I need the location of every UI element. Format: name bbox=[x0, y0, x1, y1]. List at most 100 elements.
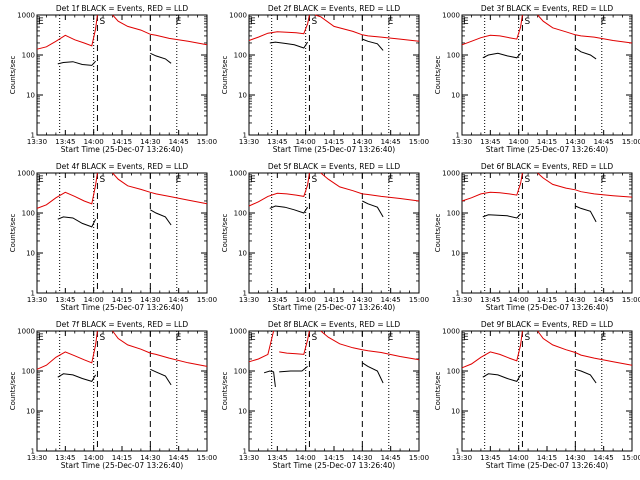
x-tick-label: 14:00 bbox=[509, 138, 529, 146]
lld-series-line bbox=[36, 172, 98, 209]
y-tick-label: 1000 bbox=[442, 170, 460, 178]
y-tick-label: 100 bbox=[447, 52, 460, 60]
y-tick-label: 10 bbox=[451, 92, 460, 100]
x-tick-label: 13:30 bbox=[452, 296, 472, 304]
start-marker-label: S bbox=[524, 175, 530, 185]
y-tick-label: 1 bbox=[243, 290, 247, 298]
x-tick-label: 14:30 bbox=[140, 296, 160, 304]
lld-series-line bbox=[314, 14, 420, 42]
detector-panel-4: Det 4f BLACK = Events, RED = LLD 1 10 100 10… bbox=[9, 162, 217, 312]
edge-marker-label: E bbox=[38, 17, 44, 27]
x-tick-label: 14:45 bbox=[169, 454, 189, 462]
events-series-line bbox=[482, 373, 522, 382]
y-tick-label: 100 bbox=[22, 52, 35, 60]
x-tick-label: 14:30 bbox=[140, 454, 160, 462]
x-tick-label: 13:45 bbox=[480, 138, 500, 146]
y-tick-label: 100 bbox=[22, 368, 35, 376]
x-tick-label: 15:00 bbox=[197, 454, 217, 462]
y-tick-label: 1 bbox=[456, 290, 460, 298]
lld-series-line bbox=[279, 330, 310, 355]
y-tick-label: 10 bbox=[238, 408, 247, 416]
y-tick-label: 1000 bbox=[17, 328, 35, 336]
y-tick-label: 100 bbox=[234, 368, 247, 376]
y-tick-label: 10 bbox=[26, 408, 35, 416]
start-marker-label: S bbox=[99, 333, 105, 343]
x-tick-label: 14:15 bbox=[537, 454, 557, 462]
y-tick-label: 100 bbox=[22, 210, 35, 218]
panel-title: Det 4f BLACK = Events, RED = LLD bbox=[56, 162, 189, 171]
x-tick-label: 14:30 bbox=[140, 138, 160, 146]
lld-series-line bbox=[461, 330, 523, 369]
lld-series-line bbox=[36, 330, 98, 370]
x-tick-label: 14:15 bbox=[324, 454, 344, 462]
events-series-line bbox=[57, 60, 96, 66]
start-marker-label: S bbox=[524, 17, 530, 27]
panel-title: Det 2f BLACK = Events, RED = LLD bbox=[268, 4, 401, 13]
end-marker-label: E bbox=[176, 333, 182, 343]
events-series-line bbox=[150, 52, 172, 64]
y-axis-label: Counts/sec bbox=[434, 214, 442, 253]
lld-series-line bbox=[248, 172, 310, 207]
x-tick-label: 13:45 bbox=[55, 454, 75, 462]
panel-title: Det 6f BLACK = Events, RED = LLD bbox=[481, 162, 614, 171]
events-series-line bbox=[263, 370, 276, 387]
x-tick-label: 14:15 bbox=[324, 296, 344, 304]
y-tick-label: 100 bbox=[234, 210, 247, 218]
end-marker-label: E bbox=[601, 175, 607, 185]
x-tick-label: 14:15 bbox=[112, 296, 132, 304]
x-tick-label: 13:45 bbox=[55, 138, 75, 146]
x-axis-label: Start Time (25-Dec-07 13:26:40) bbox=[273, 303, 395, 312]
y-tick-label: 10 bbox=[26, 92, 35, 100]
panel-title: Det 7f BLACK = Events, RED = LLD bbox=[56, 320, 189, 329]
detector-panel-5: Det 5f BLACK = Events, RED = LLD 1 10 100 10… bbox=[221, 162, 429, 312]
x-tick-label: 14:15 bbox=[537, 296, 557, 304]
x-tick-label: 14:00 bbox=[296, 296, 316, 304]
edge-marker-label: E bbox=[463, 175, 469, 185]
y-tick-label: 1 bbox=[243, 448, 247, 456]
x-tick-label: 14:00 bbox=[509, 454, 529, 462]
y-axis-label: Counts/sec bbox=[9, 56, 17, 95]
events-series-line bbox=[150, 368, 172, 386]
y-tick-label: 1 bbox=[31, 290, 35, 298]
x-axis-label: Start Time (25-Dec-07 13:26:40) bbox=[486, 145, 608, 154]
x-tick-label: 14:45 bbox=[594, 454, 614, 462]
panel-title: Det 5f BLACK = Events, RED = LLD bbox=[268, 162, 401, 171]
x-tick-label: 15:00 bbox=[409, 138, 429, 146]
start-marker-label: S bbox=[311, 333, 317, 343]
x-tick-label: 14:00 bbox=[84, 296, 104, 304]
x-tick-label: 13:30 bbox=[239, 138, 259, 146]
x-tick-label: 15:00 bbox=[409, 454, 429, 462]
x-tick-label: 14:30 bbox=[565, 138, 585, 146]
start-marker-label: S bbox=[99, 175, 105, 185]
y-axis-label: Counts/sec bbox=[221, 56, 229, 95]
x-tick-label: 14:00 bbox=[296, 454, 316, 462]
x-tick-label: 14:00 bbox=[84, 454, 104, 462]
x-axis-label: Start Time (25-Dec-07 13:26:40) bbox=[273, 145, 395, 154]
y-tick-label: 1000 bbox=[229, 12, 247, 20]
y-tick-label: 10 bbox=[26, 250, 35, 258]
x-tick-label: 14:45 bbox=[381, 454, 401, 462]
x-tick-label: 14:30 bbox=[352, 138, 372, 146]
y-tick-label: 10 bbox=[451, 408, 460, 416]
plot-frame bbox=[36, 14, 208, 136]
edge-marker-label: E bbox=[250, 175, 256, 185]
lld-series-line bbox=[320, 330, 420, 361]
plot-frame bbox=[461, 14, 633, 136]
detector-panel-9: Det 9f BLACK = Events, RED = LLD 1 10 100 10… bbox=[434, 320, 640, 470]
y-axis-label: Counts/sec bbox=[9, 214, 17, 253]
x-axis-label: Start Time (25-Dec-07 13:26:40) bbox=[61, 461, 183, 470]
events-series-line bbox=[362, 38, 384, 51]
x-tick-label: 15:00 bbox=[622, 296, 640, 304]
x-tick-label: 14:45 bbox=[381, 138, 401, 146]
y-tick-label: 1 bbox=[31, 132, 35, 140]
events-series-line bbox=[362, 200, 384, 218]
end-marker-label: E bbox=[176, 175, 182, 185]
y-axis-label: Counts/sec bbox=[434, 56, 442, 95]
x-tick-label: 14:30 bbox=[565, 454, 585, 462]
x-tick-label: 13:45 bbox=[480, 454, 500, 462]
y-axis-label: Counts/sec bbox=[434, 372, 442, 411]
x-tick-label: 13:45 bbox=[480, 296, 500, 304]
detector-panel-1: Det 1f BLACK = Events, RED = LLD 1 10 100 10… bbox=[9, 4, 217, 154]
end-marker-label: E bbox=[601, 17, 607, 27]
events-series-line bbox=[57, 373, 97, 382]
